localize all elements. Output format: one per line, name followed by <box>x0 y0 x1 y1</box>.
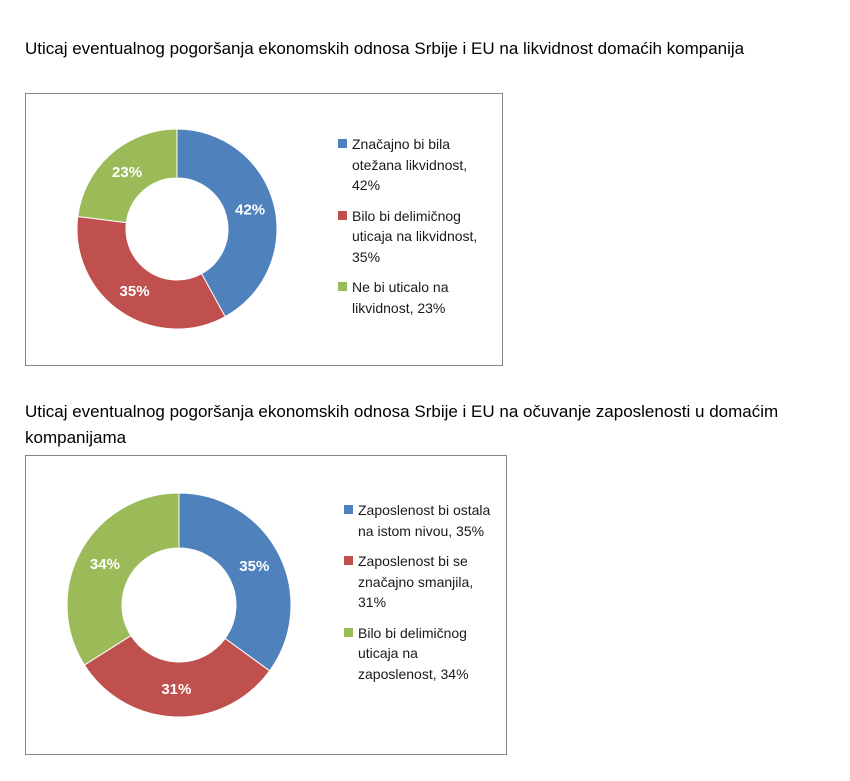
legend-label: Ne bi uticalo na likvidnost, 23% <box>352 279 449 316</box>
slice-data-label: 42% <box>235 202 265 219</box>
chart-2-title: Uticaj eventualnog pogoršanja ekonomskih… <box>25 402 779 447</box>
chart-1-donut: 42% 35% 23% <box>76 128 278 330</box>
donut-slice <box>76 215 226 330</box>
slice-data-label: 35% <box>120 283 150 300</box>
chart-2-donut: 35% 31% 34% <box>66 492 292 718</box>
legend-item: Bilo bi delimičnog uticaja na likvidnost… <box>338 206 488 268</box>
donut-slice <box>178 492 292 672</box>
donut-slice <box>77 128 178 224</box>
donut-slice <box>83 634 271 718</box>
chart-2-legend: Zaposlenost bi ostala na istom nivou, 35… <box>344 500 494 694</box>
legend-swatch <box>338 282 347 291</box>
legend-swatch <box>344 627 353 637</box>
chart-1-legend: Značajno bi bila otežana likvidnost, 42%… <box>338 134 488 328</box>
slice-data-label: 34% <box>90 556 120 573</box>
legend-item: Bilo bi delimičnog uticaja na zaposlenos… <box>344 623 494 685</box>
legend-item: Ne bi uticalo na likvidnost, 23% <box>338 277 488 318</box>
legend-label: Značajno bi bila otežana likvidnost, 42% <box>352 136 468 193</box>
legend-label: Zaposlenost bi ostala na istom nivou, 35… <box>358 502 491 539</box>
chart-2-frame: 35% 31% 34% Zaposlenost bi ostala na istom… <box>25 455 507 755</box>
legend-swatch <box>338 139 347 148</box>
legend-item: Značajno bi bila otežana likvidnost, 42% <box>338 134 488 196</box>
legend-label: Bilo bi delimičnog uticaja na likvidnost… <box>352 207 478 265</box>
slice-data-label: 23% <box>112 164 142 181</box>
legend-swatch <box>338 210 347 220</box>
donut-slice <box>176 128 278 318</box>
legend-item: Zaposlenost bi se značajno smanjila, 31% <box>344 551 494 613</box>
donut-slice <box>66 492 180 666</box>
legend-label: Zaposlenost bi se značajno smanjila, 31% <box>358 553 474 610</box>
legend-swatch <box>344 505 353 514</box>
slice-data-label: 31% <box>161 681 191 698</box>
slice-data-label: 35% <box>239 558 269 575</box>
chart-1-frame: 42% 35% 23% Značajno bi bila otežana likvi… <box>25 93 503 366</box>
legend-label: Bilo bi delimičnog uticaja na zaposlenos… <box>358 624 469 682</box>
legend-swatch <box>344 556 353 565</box>
chart-1-title: Uticaj eventualnog pogoršanja ekonomskih… <box>25 39 745 58</box>
legend-item: Zaposlenost bi ostala na istom nivou, 35… <box>344 500 494 541</box>
